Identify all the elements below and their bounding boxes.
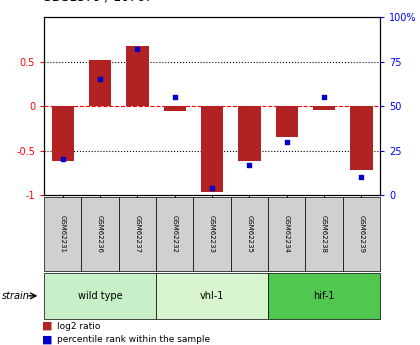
Bar bbox=[350, 106, 373, 170]
Point bbox=[358, 175, 365, 180]
Bar bbox=[163, 106, 186, 110]
Text: GSM62236: GSM62236 bbox=[97, 215, 103, 253]
Text: vhl-1: vhl-1 bbox=[200, 291, 224, 301]
Point bbox=[97, 77, 103, 82]
Text: GSM62238: GSM62238 bbox=[321, 215, 327, 253]
Text: GSM62234: GSM62234 bbox=[284, 215, 290, 253]
Point bbox=[171, 95, 178, 100]
Bar bbox=[238, 106, 261, 161]
Text: GSM62232: GSM62232 bbox=[172, 215, 178, 253]
Bar bbox=[126, 46, 149, 106]
Text: GSM62239: GSM62239 bbox=[358, 215, 365, 253]
Bar bbox=[89, 60, 111, 106]
Bar bbox=[52, 106, 74, 161]
Point bbox=[246, 162, 253, 167]
Text: percentile rank within the sample: percentile rank within the sample bbox=[57, 335, 210, 344]
Text: log2 ratio: log2 ratio bbox=[57, 322, 100, 331]
Text: strain: strain bbox=[2, 291, 30, 301]
Text: GSM62235: GSM62235 bbox=[247, 215, 252, 253]
Point bbox=[59, 157, 66, 162]
Bar bbox=[276, 106, 298, 137]
Point bbox=[134, 47, 141, 52]
Bar bbox=[201, 106, 223, 192]
Point bbox=[321, 95, 328, 100]
Text: ■: ■ bbox=[42, 321, 52, 331]
Text: GDS1379 / 10767: GDS1379 / 10767 bbox=[42, 0, 153, 3]
Text: GSM62233: GSM62233 bbox=[209, 215, 215, 253]
Text: GSM62237: GSM62237 bbox=[134, 215, 140, 253]
Point bbox=[284, 139, 290, 144]
Bar bbox=[313, 106, 335, 110]
Text: ■: ■ bbox=[42, 335, 52, 345]
Text: wild type: wild type bbox=[78, 291, 122, 301]
Text: GSM62231: GSM62231 bbox=[60, 215, 66, 253]
Point bbox=[209, 185, 215, 190]
Text: hif-1: hif-1 bbox=[313, 291, 335, 301]
